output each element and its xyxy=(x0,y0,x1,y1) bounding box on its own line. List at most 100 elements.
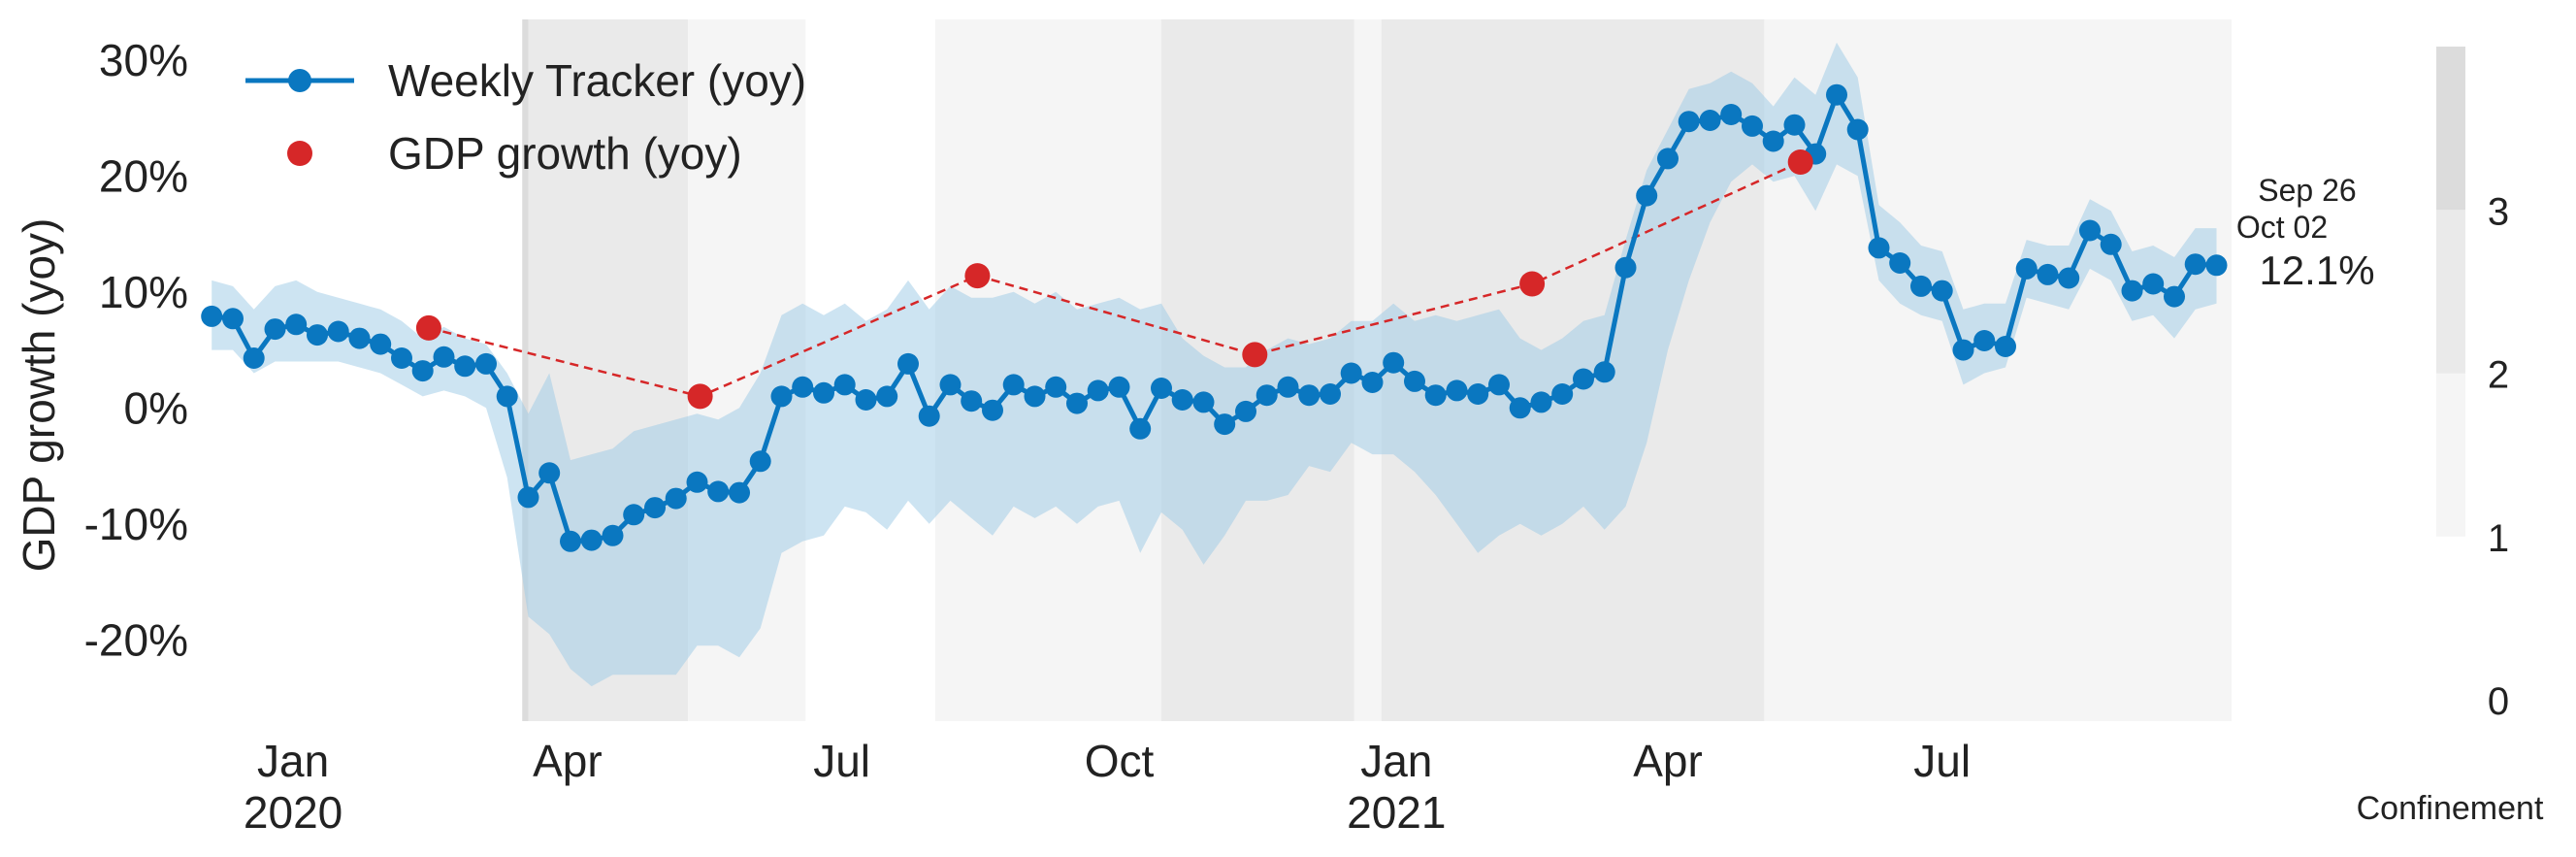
gdp-growth-connector xyxy=(428,160,1802,398)
annotation-date-1: Sep 26 xyxy=(2258,173,2356,208)
tracker-point xyxy=(1340,362,1362,384)
confinement-colorbar: 0 1 2 3 xyxy=(2436,47,2509,723)
gdp-point xyxy=(1242,342,1268,368)
tracker-point xyxy=(222,308,244,330)
x-tick-year-label: 2021 xyxy=(1347,787,1446,838)
tracker-point xyxy=(1826,83,1847,106)
annotation-date-2: Oct 02 xyxy=(2236,210,2328,245)
tracker-point xyxy=(1383,351,1405,374)
legend-entry-tracker: Weekly Tracker (yoy) xyxy=(388,55,806,106)
tracker-point xyxy=(391,347,412,369)
tracker-point xyxy=(897,352,919,375)
tracker-point xyxy=(1298,384,1321,407)
x-tick-label: Jul xyxy=(813,736,870,786)
tracker-point xyxy=(538,462,561,484)
tracker-point xyxy=(1889,252,1911,274)
y-tick-label: 0% xyxy=(124,382,188,433)
x-tick-year-label: 2020 xyxy=(244,787,342,838)
colorbar-tick-label: 0 xyxy=(2488,680,2509,723)
tracker-point xyxy=(1783,114,1806,136)
tracker-point xyxy=(1551,383,1574,405)
y-tick-label: 30% xyxy=(99,35,188,85)
tracker-point xyxy=(2164,285,2185,308)
y-tick-label: 20% xyxy=(99,150,188,201)
tracker-point xyxy=(1636,184,1658,207)
tracker-point xyxy=(307,324,328,346)
y-tick-label: -10% xyxy=(84,499,188,549)
tracker-point xyxy=(2142,273,2165,295)
colorbar-segment xyxy=(2436,47,2465,211)
tracker-point xyxy=(792,376,814,398)
gdp-point xyxy=(964,263,991,289)
tracker-point xyxy=(264,318,286,341)
tracker-point xyxy=(1614,256,1637,279)
tracker-point xyxy=(1678,111,1700,133)
tracker-point xyxy=(1488,374,1510,396)
tracker-point xyxy=(201,305,223,327)
legend-entry-gdp: GDP growth (yoy) xyxy=(388,128,742,179)
tracker-point xyxy=(2037,263,2059,285)
y-tick-label: -20% xyxy=(84,614,188,665)
tracker-point xyxy=(855,389,877,411)
tracker-point xyxy=(2058,267,2080,289)
tracker-point xyxy=(982,399,1003,421)
tracker-point xyxy=(602,524,624,546)
tracker-point xyxy=(475,352,497,375)
tracker-point xyxy=(1002,374,1025,396)
colorbar-tick-label: 2 xyxy=(2488,354,2509,397)
tracker-point xyxy=(1762,130,1784,152)
tracker-point xyxy=(833,374,856,396)
tracker-point xyxy=(1973,330,1996,351)
x-tick-label: Oct xyxy=(1085,736,1155,786)
tracker-point xyxy=(1255,384,1278,407)
tracker-point xyxy=(348,327,371,349)
tracker-point xyxy=(707,480,730,503)
tracker-point xyxy=(517,486,539,509)
tracker-point xyxy=(813,381,834,404)
x-tick-label: Apr xyxy=(1633,736,1703,786)
colorbar-segment xyxy=(2436,373,2465,537)
x-tick-label: Jul xyxy=(1913,736,1971,786)
y-tick-label: 10% xyxy=(99,267,188,317)
legend: Weekly Tracker (yoy) GDP growth (yoy) xyxy=(245,55,806,179)
tracker-uncertainty-band xyxy=(212,42,2217,687)
confinement-period xyxy=(522,19,529,721)
tracker-point xyxy=(1699,110,1721,131)
gdp-point xyxy=(1787,149,1813,175)
tracker-point xyxy=(411,360,434,382)
tracker-point xyxy=(2015,257,2038,280)
legend-tracker-marker xyxy=(288,69,311,92)
tracker-point xyxy=(749,450,771,473)
tracker-point xyxy=(1573,368,1594,390)
y-axis-label: GDP growth (yoy) xyxy=(14,218,64,573)
tracker-point xyxy=(1593,361,1615,383)
tracker-point xyxy=(2184,253,2206,276)
colorbar-segment xyxy=(2436,536,2465,701)
tracker-point xyxy=(1446,379,1468,402)
tracker-point xyxy=(433,346,455,368)
tracker-point xyxy=(580,529,603,551)
tracker-point xyxy=(1108,376,1130,398)
tracker-point xyxy=(1361,372,1384,393)
colorbar-label: Confinement xyxy=(2357,790,2544,827)
tracker-point xyxy=(2121,280,2143,302)
tracker-point xyxy=(1214,413,1236,436)
tracker-point xyxy=(1530,391,1552,413)
tracker-point xyxy=(1404,370,1425,392)
colorbar-tick-label: 1 xyxy=(2488,517,2509,560)
tracker-point xyxy=(1320,383,1341,405)
confidence-band xyxy=(212,42,2217,687)
tracker-point xyxy=(1509,397,1531,419)
tracker-point xyxy=(939,374,962,396)
colorbar-tick-label: 3 xyxy=(2488,190,2509,233)
tracker-point xyxy=(644,497,666,519)
tracker-point xyxy=(1277,376,1299,398)
legend-gdp-marker xyxy=(287,141,312,166)
tracker-point xyxy=(1024,385,1046,408)
weekly-tracker-series xyxy=(201,83,2228,552)
tracker-point xyxy=(961,390,983,412)
tracker-point xyxy=(243,347,265,369)
tracker-point xyxy=(1087,379,1109,402)
gdp-dashed-line xyxy=(428,160,1802,398)
tracker-point xyxy=(876,385,898,408)
